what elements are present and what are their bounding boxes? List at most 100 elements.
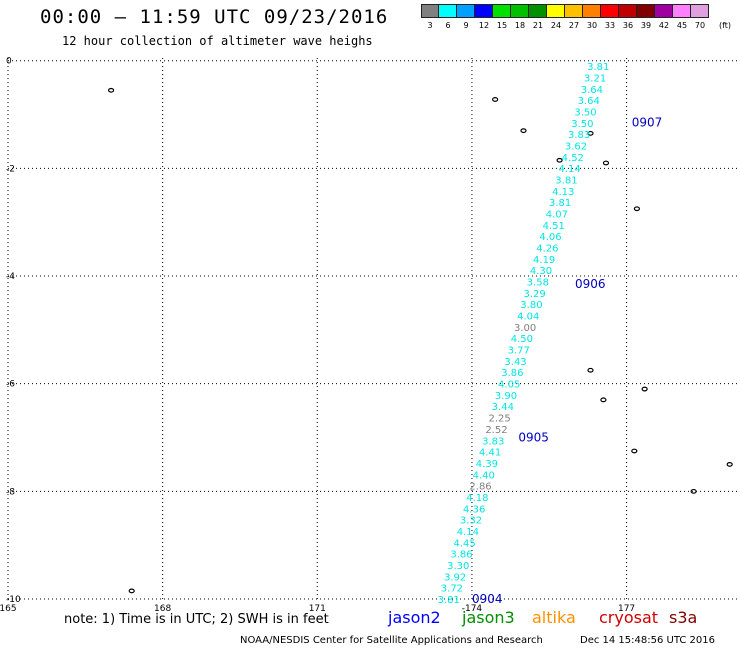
legend-tick-label: 9: [463, 21, 469, 30]
legend-tick-label: 21: [532, 21, 544, 30]
swh-value-label: 3.86: [450, 550, 472, 561]
legend-unit: (ft): [719, 21, 732, 30]
lon-tick-label: 177: [618, 604, 635, 614]
lat-tick-label: -6: [6, 380, 15, 390]
legend-swatch: [637, 4, 655, 18]
satellite-name-jason3: jason3: [462, 608, 515, 627]
island-outline: [107, 87, 115, 93]
swh-value-label: 3.50: [574, 107, 596, 118]
footer-credit: NOAA/NESDIS Center for Satellite Applica…: [240, 635, 543, 646]
swh-value-label: 3.83: [568, 130, 590, 141]
lat-tick-label: -8: [6, 487, 15, 497]
legend-ticks: 3 6 9 12 15 18 21 24 27 30 33 36 39 42 45 70: [421, 21, 709, 30]
legend-swatch: [565, 4, 583, 18]
map-subtitle: 12 hour collection of altimeter wave hei…: [62, 34, 373, 48]
swh-value-label: 4.14: [457, 527, 479, 538]
swh-value-label: 4.13: [552, 187, 574, 198]
island-outline: [600, 397, 607, 403]
legend-tick-label: 12: [478, 21, 490, 30]
lon-tick-label: 165: [0, 604, 17, 614]
pass-time-label: 0905: [518, 431, 549, 445]
swh-value-label: 4.18: [466, 493, 488, 504]
legend-swatch: [529, 4, 547, 18]
island-outline: [556, 157, 563, 163]
island-outline: [631, 448, 638, 454]
legend-tick-label: 70: [694, 21, 706, 30]
lat-tick-label: -2: [6, 164, 15, 174]
swh-value-label: 3.44: [492, 402, 514, 413]
satellite-name-altika: altika: [532, 608, 576, 627]
lat-tick-label: -4: [6, 272, 15, 282]
island-outline: [587, 367, 594, 373]
swh-value-label: 3.58: [527, 278, 549, 289]
swh-value-label: 3.83: [482, 436, 504, 447]
swh-value-label: 3.81: [587, 62, 609, 73]
legend-swatch: [601, 4, 619, 18]
island-outline: [492, 97, 499, 102]
legend-swatch: [475, 4, 493, 18]
swh-value-label: 3.90: [495, 391, 517, 402]
legend-swatch: [457, 4, 475, 18]
legend-swatch: [511, 4, 529, 18]
legend-tick-label: 15: [496, 21, 508, 30]
legend-tick-label: 42: [658, 21, 670, 30]
footer-timestamp: Dec 14 15:48:56 UTC 2016: [580, 635, 715, 646]
swh-value-label: 4.14: [558, 164, 580, 175]
swh-value-label: 3.81: [549, 198, 571, 209]
swh-value-label: 4.40: [473, 470, 495, 481]
satellite-name-cryosat: cryosat: [599, 608, 659, 627]
island-outline: [641, 386, 648, 392]
lon-tick-label: 168: [154, 604, 171, 614]
swh-value-label: 4.36: [463, 504, 485, 515]
legend-tick-label: 36: [622, 21, 634, 30]
island-outline: [128, 588, 135, 594]
island-outline: [587, 130, 594, 136]
lat-tick-label: 0: [6, 57, 12, 67]
legend-swatches: [421, 4, 709, 18]
swh-value-label: 3.64: [581, 85, 603, 96]
footer-note: note: 1) Time is in UTC; 2) SWH is in fe…: [64, 612, 329, 627]
swh-value-label: 3.50: [571, 119, 593, 130]
legend-swatch: [421, 4, 439, 18]
legend-tick-label: 24: [550, 21, 562, 30]
island-outline: [690, 488, 697, 494]
swh-value-label: 3.92: [444, 572, 466, 583]
legend-tick-label: 30: [586, 21, 598, 30]
legend-swatch: [691, 4, 709, 18]
swh-value-label: 4.05: [498, 380, 520, 391]
legend-swatch: [619, 4, 637, 18]
swh-value-label: 4.06: [539, 232, 561, 243]
swh-value-label: 3.72: [441, 584, 463, 595]
legend-tick-label: 27: [568, 21, 580, 30]
lat-tick-label: -10: [6, 595, 21, 605]
map-title: 00:00 – 11:59 UTC 09/23/2016: [40, 6, 389, 28]
satellite-name-s3a: s3a: [669, 608, 698, 627]
legend-tick-label: 45: [676, 21, 688, 30]
swh-value-label: 3.86: [501, 368, 523, 379]
legend-tick-label: 18: [514, 21, 526, 30]
swh-value-label: 4.41: [479, 448, 501, 459]
swh-value-label: 4.07: [546, 209, 568, 220]
swh-value-label: 4.19: [533, 255, 555, 266]
legend-tick-label: 6: [445, 21, 451, 30]
swh-value-label: 4.30: [530, 266, 552, 277]
island-outline: [633, 206, 641, 212]
swh-value-label: 3.00: [514, 323, 536, 334]
swh-value-label: 4.51: [543, 221, 565, 232]
island-outline: [520, 128, 527, 134]
swh-value-label: 3.62: [565, 141, 587, 152]
swh-value-label: 2.86: [469, 482, 491, 493]
swh-value-label: 3.81: [438, 595, 460, 606]
legend-swatch: [673, 4, 691, 18]
legend-swatch: [583, 4, 601, 18]
legend-tick-label: 33: [604, 21, 616, 30]
pass-time-label: 0904: [472, 592, 503, 606]
legend-tick-label: 39: [640, 21, 652, 30]
swh-value-label: 4.45: [454, 538, 476, 549]
pass-time-label: 0906: [575, 277, 606, 291]
lon-tick-label: -174: [462, 604, 483, 614]
swh-value-label: 4.26: [536, 243, 558, 254]
swh-value-label: 2.25: [489, 414, 511, 425]
swh-value-label: 3.81: [555, 175, 577, 186]
